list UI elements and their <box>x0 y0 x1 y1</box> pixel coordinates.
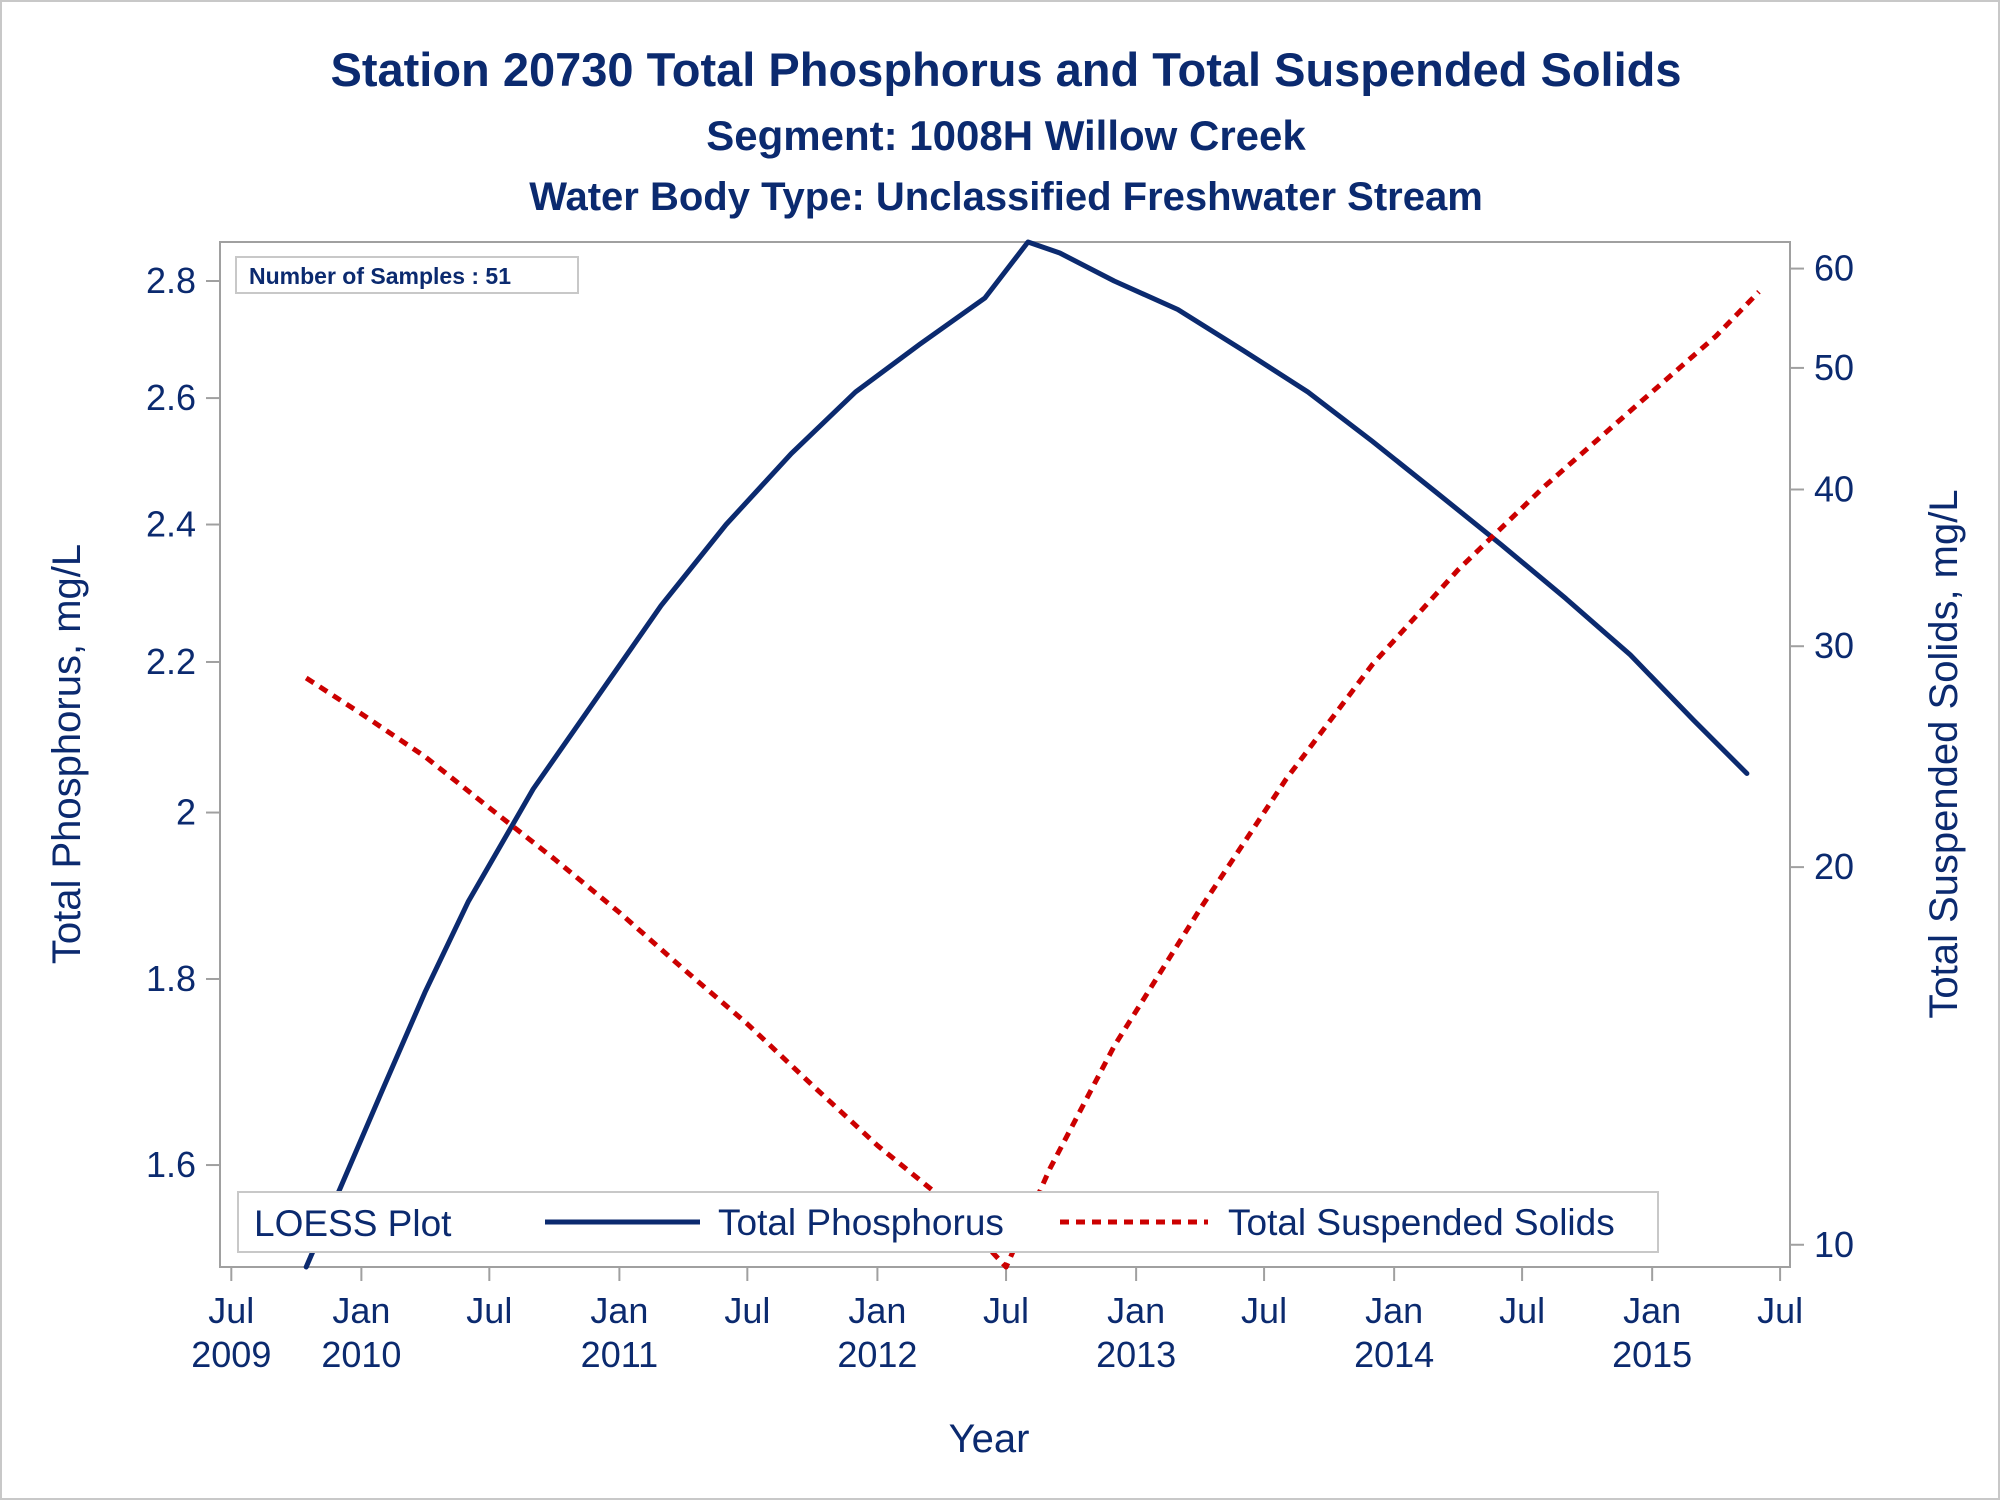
x-tick-year-label: 2012 <box>837 1334 917 1375</box>
x-tick-label: Jul <box>208 1290 254 1331</box>
sample-count-label: Number of Samples : 51 <box>249 263 511 289</box>
x-tick-label: Jul <box>1241 1290 1287 1331</box>
y-tick-label: 2.4 <box>146 504 196 545</box>
x-tick-label: Jan <box>1365 1290 1423 1331</box>
chart-title: Station 20730 Total Phosphorus and Total… <box>331 43 1682 96</box>
x-tick-year-label: 2010 <box>321 1334 401 1375</box>
legend-label-total-phosphorus: Total Phosphorus <box>718 1202 1004 1243</box>
y2-tick-label: 20 <box>1814 846 1854 887</box>
y-tick-label: 2.6 <box>146 377 196 418</box>
y2-axis-title: Total Suspended Solids, mg/L <box>1922 489 1966 1018</box>
series-line-total-suspended-solids <box>304 290 1761 1270</box>
x-axis-title: Year <box>949 1417 1030 1461</box>
x-tick-label: Jul <box>983 1290 1029 1331</box>
y2-tick-label: 50 <box>1814 347 1854 388</box>
x-tick-label: Jan <box>1623 1290 1681 1331</box>
x-tick-label: Jul <box>724 1290 770 1331</box>
y-axis-left: 1.6 1.8 2 2.2 2.4 2.6 2.8 <box>146 260 220 1185</box>
x-tick-label: Jul <box>1499 1290 1545 1331</box>
legend-title: LOESS Plot <box>254 1203 452 1244</box>
x-tick-label: Jan <box>332 1290 390 1331</box>
sample-count-box <box>235 256 579 294</box>
legend-label-total-suspended-solids: Total Suspended Solids <box>1228 1202 1615 1243</box>
y-tick-label: 1.6 <box>146 1144 196 1185</box>
y2-tick-label: 40 <box>1814 468 1854 509</box>
x-tick-year-label: 2013 <box>1096 1334 1176 1375</box>
x-tick-label: Jan <box>1107 1290 1165 1331</box>
x-tick-year-label: 2015 <box>1612 1334 1692 1375</box>
legend-box <box>237 1191 1659 1253</box>
x-tick-year-label: 2014 <box>1354 1334 1434 1375</box>
x-tick-label: Jan <box>848 1290 906 1331</box>
y-tick-label: 1.8 <box>146 958 196 999</box>
y2-tick-label: 60 <box>1814 248 1854 289</box>
chart-subtitle: Segment: 1008H Willow Creek <box>706 112 1306 159</box>
chart-subtitle-2: Water Body Type: Unclassified Freshwater… <box>529 175 1483 219</box>
plot-area <box>219 241 1791 1268</box>
x-tick-year-label: 2011 <box>581 1334 658 1375</box>
series-layer <box>303 239 1761 1270</box>
series-line-total-phosphorus <box>303 239 1750 1270</box>
y-axis-title: Total Phosphorus, mg/L <box>45 544 89 964</box>
x-tick-year-label: 2009 <box>191 1334 271 1375</box>
x-tick-label: Jul <box>466 1290 512 1331</box>
y2-tick-label: 10 <box>1814 1224 1854 1265</box>
y-tick-label: 2 <box>176 792 196 833</box>
x-tick-label: Jan <box>590 1290 648 1331</box>
y-tick-label: 2.8 <box>146 260 196 301</box>
y-axis-right: 10 20 30 40 50 60 <box>1790 248 1854 1265</box>
y-tick-label: 2.2 <box>146 641 196 682</box>
x-tick-label: Jul <box>1757 1290 1803 1331</box>
y2-tick-label: 30 <box>1814 625 1854 666</box>
